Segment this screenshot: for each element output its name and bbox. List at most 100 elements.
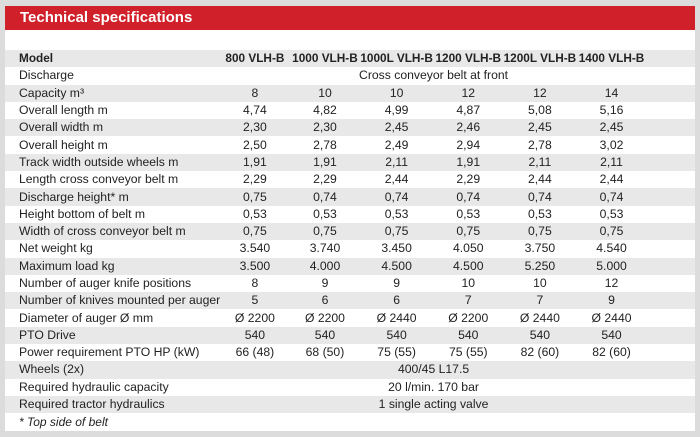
model-header-row: Model 800 VLH-B 1000 VLH-B 1000L VLH-B 1… <box>5 50 695 68</box>
spec-value: Ø 2440 <box>519 310 560 325</box>
spec-value: 4.500 <box>453 258 484 273</box>
spec-value: 2,45 <box>528 120 552 135</box>
model-name: 1200 VLH-B <box>435 51 502 66</box>
spec-value: 7 <box>536 293 544 308</box>
spec-row: PTO Drive 540 540 540 540 540 540 <box>5 326 695 345</box>
spec-value: 4.500 <box>381 258 412 273</box>
spec-value: 2,29 <box>456 172 481 187</box>
spec-value: 5,08 <box>528 103 552 118</box>
spec-value: 5.000 <box>596 258 627 273</box>
spec-value: 4.540 <box>596 241 627 256</box>
spec-value: Cross conveyor belt at front <box>359 68 509 83</box>
spec-label: Capacity m³ <box>19 85 85 100</box>
spec-value: 0,74 <box>313 189 337 204</box>
model-name: 1000 VLH-B <box>292 51 358 66</box>
spec-value: 5 <box>251 293 259 308</box>
spec-value: 2,11 <box>600 154 623 169</box>
spec-value: 0,75 <box>313 224 337 239</box>
spec-row: Height bottom of belt m 0,53 0,53 0,53 0,53 0… <box>5 206 695 223</box>
spec-label: Number of auger knife positions <box>19 276 192 290</box>
spec-label: Required hydraulic capacity <box>19 379 169 394</box>
spec-value: 10 <box>389 85 404 100</box>
spec-row: Length cross conveyor belt m 2,29 2,29 2,44… <box>5 171 695 188</box>
spec-value: 2,94 <box>456 137 481 152</box>
spec-value: 0,75 <box>528 224 552 239</box>
spec-value: 2,45 <box>599 120 624 135</box>
spec-value: 2,29 <box>243 172 267 187</box>
spec-value: 1,91 <box>456 154 481 169</box>
spec-value: 540 <box>386 327 407 342</box>
spec-value: 2,30 <box>313 120 337 135</box>
spec-value: 0,74 <box>384 189 409 204</box>
spec-value: 540 <box>601 327 622 342</box>
spec-value: 2,46 <box>456 120 481 135</box>
spec-value: 3.740 <box>309 241 341 256</box>
spec-row: Discharge height* m 0,75 0,74 0,74 0,74 0,74 0… <box>5 188 695 206</box>
spec-value: 12 <box>604 276 619 290</box>
spec-value: 20 l/min. 170 bar <box>388 379 479 394</box>
spec-row: Diameter of auger Ø mm Ø 2200 Ø 2200 Ø 2440… <box>5 309 695 326</box>
spec-value: 1 single acting valve <box>378 397 489 412</box>
spec-value: 540 <box>244 327 266 342</box>
spec-value: 10 <box>461 276 476 290</box>
spec-value: 3.750 <box>524 241 556 256</box>
spec-row: Number of auger knife positions 8 9 9 10 10 12 <box>5 275 695 292</box>
spec-value: 4.000 <box>309 258 341 273</box>
spec-value: 8 <box>251 276 259 290</box>
spec-value: 1,91 <box>243 154 267 169</box>
spec-panel: Technical specifications Model 800 VLH-B… <box>5 6 695 431</box>
spec-value: 12 <box>533 85 547 100</box>
spec-label: Maximum load kg <box>19 258 115 273</box>
spec-label: Net weight kg <box>19 241 93 256</box>
spec-value: 0,75 <box>384 224 409 239</box>
spec-value: Ø 2200 <box>304 310 345 325</box>
spec-row: Number of knives mounted per auger 5 6 6 7 7 9 <box>5 292 695 310</box>
spec-label: Power requirement PTO HP (kW) <box>19 345 200 360</box>
spec-value: 75 (55) <box>377 345 416 360</box>
spec-value: 4,74 <box>243 103 267 118</box>
spec-value: 4,87 <box>456 103 481 118</box>
spec-value: 2,45 <box>384 120 409 135</box>
spec-value: 3,02 <box>599 137 624 152</box>
spec-value: 8 <box>251 85 259 100</box>
spec-value: 0,75 <box>456 224 481 239</box>
spec-value: 540 <box>458 327 479 342</box>
spec-value: 0,74 <box>528 189 552 204</box>
spec-value: 12 <box>461 85 476 100</box>
spec-row: Power requirement PTO HP (kW) 66 (48) 68 (… <box>5 344 695 361</box>
spec-label: Height bottom of belt m <box>19 206 145 221</box>
spec-value: 7 <box>464 293 472 308</box>
spec-row: Maximum load kg 3.500 4.000 4.500 4.500 5.250… <box>5 257 695 275</box>
model-name: 1400 VLH-B <box>578 51 645 66</box>
spec-label: Track width outside wheels m <box>19 154 179 169</box>
spec-row: Track width outside wheels m 1,91 1,91 2,11… <box>5 153 695 172</box>
spec-label: Overall length m <box>19 103 108 118</box>
spec-row: Overall width m 2,30 2,30 2,45 2,46 2,45 2,45 <box>5 119 695 137</box>
spec-value: 540 <box>529 327 551 342</box>
spec-value: 5,16 <box>599 103 624 118</box>
spec-value: 2,78 <box>528 137 552 152</box>
spec-table: Model 800 VLH-B 1000 VLH-B 1000L VLH-B 1… <box>5 50 695 414</box>
spec-label: Required tractor hydraulics <box>19 397 165 412</box>
spec-row: Width of cross conveyor belt m 0,75 0,75 0,… <box>5 222 695 241</box>
spec-value: 68 (50) <box>305 345 345 360</box>
model-name: 1000L VLH-B <box>360 51 433 66</box>
spec-value: 6 <box>321 293 329 308</box>
spec-label: Discharge <box>19 68 74 83</box>
spec-row: Overall height m 2,50 2,78 2,49 2,94 2,78 3,02 <box>5 136 695 153</box>
spec-value: Ø 2440 <box>376 310 417 325</box>
spec-row: Discharge Cross conveyor belt at front <box>5 67 695 84</box>
spec-value: 14 <box>604 85 619 100</box>
spec-row: Capacity m³ 8 10 10 12 12 14 <box>5 84 695 102</box>
spec-value: 1,91 <box>313 154 337 169</box>
spec-value: 10 <box>533 276 547 290</box>
spec-value: 5.250 <box>524 258 556 273</box>
spec-value: 66 (48) <box>235 345 275 360</box>
spec-label: Wheels (2x) <box>19 362 85 377</box>
spec-value: 0,53 <box>456 206 481 221</box>
spec-label: Length cross conveyor belt m <box>19 172 179 187</box>
spec-value: 6 <box>393 293 400 308</box>
spec-row: Required hydraulic capacity 20 l/min. 170… <box>5 379 695 396</box>
spec-label: Discharge height* m <box>19 189 129 204</box>
spec-value: 2,50 <box>243 137 267 152</box>
